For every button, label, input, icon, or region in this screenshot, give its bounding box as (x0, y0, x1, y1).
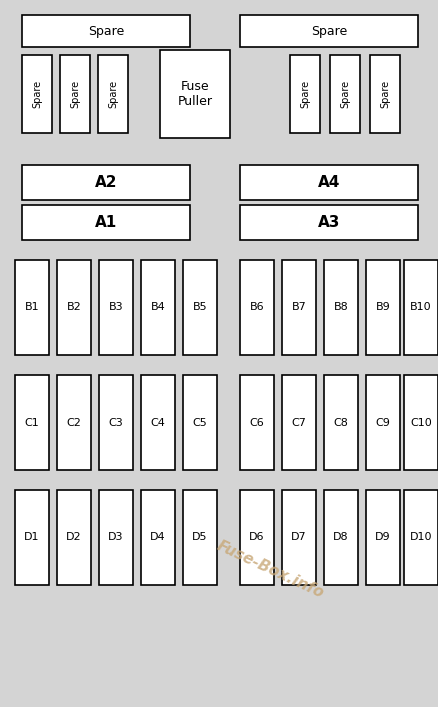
Text: Spare: Spare (299, 80, 309, 108)
Text: C3: C3 (108, 418, 123, 428)
Bar (240, 375, 273, 470)
Text: B2: B2 (67, 303, 81, 312)
Text: B3: B3 (109, 303, 123, 312)
Bar (365, 490, 399, 585)
Text: B4: B4 (150, 303, 165, 312)
Bar (183, 260, 216, 355)
Bar (159, 50, 230, 138)
Text: Spare: Spare (310, 25, 346, 37)
Bar (141, 490, 175, 585)
Bar (323, 260, 357, 355)
Text: D7: D7 (290, 532, 306, 542)
Bar (240, 490, 273, 585)
Text: B9: B9 (375, 303, 389, 312)
Text: C7: C7 (291, 418, 306, 428)
Text: Spare: Spare (32, 80, 42, 108)
Bar (57, 260, 91, 355)
Bar (183, 375, 216, 470)
Text: A2: A2 (95, 175, 117, 190)
Bar (281, 260, 315, 355)
Text: D2: D2 (66, 532, 81, 542)
Text: Spare: Spare (88, 25, 124, 37)
Text: A4: A4 (317, 175, 339, 190)
Bar (240, 205, 417, 240)
Bar (57, 490, 91, 585)
Bar (15, 375, 49, 470)
Text: B10: B10 (409, 303, 431, 312)
Text: B6: B6 (249, 303, 264, 312)
Bar (290, 55, 319, 133)
Bar (281, 375, 315, 470)
Text: C1: C1 (25, 418, 39, 428)
Bar (22, 15, 190, 47)
Bar (141, 375, 175, 470)
Text: D3: D3 (108, 532, 124, 542)
Bar (403, 375, 437, 470)
Bar (99, 375, 133, 470)
Text: B5: B5 (192, 303, 207, 312)
Bar (281, 490, 315, 585)
Text: C9: C9 (374, 418, 389, 428)
Text: Spare: Spare (108, 80, 118, 108)
Text: Spare: Spare (70, 80, 80, 108)
Text: D1: D1 (24, 532, 40, 542)
Text: B7: B7 (291, 303, 306, 312)
Text: C6: C6 (249, 418, 264, 428)
Bar (323, 490, 357, 585)
Bar (141, 260, 175, 355)
Bar (22, 205, 190, 240)
Bar (403, 490, 437, 585)
Bar (99, 490, 133, 585)
Bar (183, 490, 216, 585)
Bar (329, 55, 359, 133)
Text: C10: C10 (409, 418, 431, 428)
Bar (15, 490, 49, 585)
Text: C4: C4 (150, 418, 165, 428)
Text: C8: C8 (333, 418, 348, 428)
Text: D10: D10 (409, 532, 431, 542)
Bar (22, 165, 190, 200)
Bar (369, 55, 399, 133)
Bar (99, 260, 133, 355)
Text: D6: D6 (249, 532, 264, 542)
Bar (60, 55, 90, 133)
Bar (365, 375, 399, 470)
Text: D4: D4 (150, 532, 166, 542)
Text: D5: D5 (192, 532, 207, 542)
Text: A1: A1 (95, 215, 117, 230)
Text: A3: A3 (317, 215, 339, 230)
Bar (323, 375, 357, 470)
Text: C5: C5 (192, 418, 207, 428)
Text: Spare: Spare (339, 80, 349, 108)
Bar (98, 55, 128, 133)
Bar (57, 375, 91, 470)
Text: Fuse
Puller: Fuse Puller (177, 80, 212, 108)
Bar (403, 260, 437, 355)
Bar (365, 260, 399, 355)
Text: B1: B1 (25, 303, 39, 312)
Text: B8: B8 (333, 303, 348, 312)
Bar (240, 260, 273, 355)
Bar (240, 15, 417, 47)
Text: D8: D8 (332, 532, 348, 542)
Text: Fuse-Box.info: Fuse-Box.info (213, 539, 325, 602)
Bar (15, 260, 49, 355)
Bar (240, 165, 417, 200)
Bar (22, 55, 52, 133)
Text: D9: D9 (374, 532, 390, 542)
Text: C2: C2 (67, 418, 81, 428)
Text: Spare: Spare (379, 80, 389, 108)
